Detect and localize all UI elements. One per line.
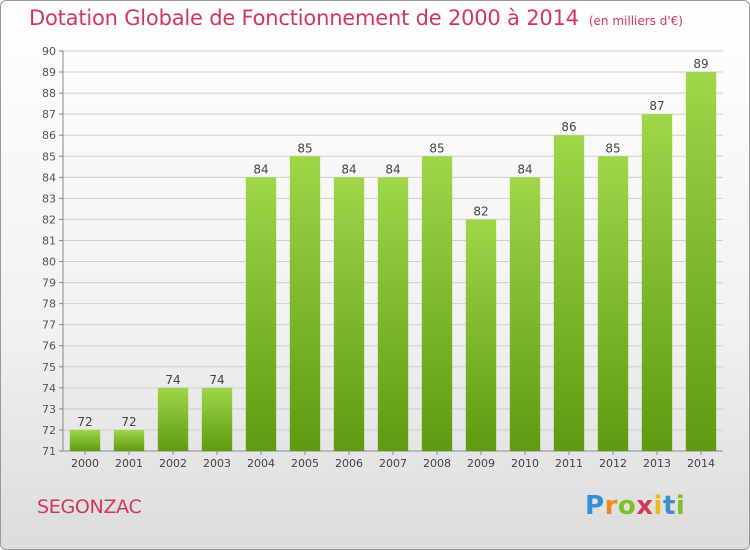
x-tick-label: 2014 (687, 457, 715, 470)
bar-value-label: 84 (253, 162, 268, 176)
bar-value-label: 84 (341, 162, 356, 176)
x-tick-label: 2002 (159, 457, 187, 470)
bar (245, 177, 277, 451)
bar-value-label: 86 (561, 120, 576, 134)
bar-value-label: 85 (429, 141, 444, 155)
bar (289, 156, 321, 451)
bar (641, 114, 673, 451)
bar (553, 135, 585, 452)
y-tick-label: 79 (42, 277, 56, 290)
x-tick-label: 2004 (247, 457, 275, 470)
bar (509, 177, 541, 451)
x-tick-label: 2005 (291, 457, 319, 470)
x-tick-label: 2003 (203, 457, 231, 470)
y-tick-label: 89 (42, 66, 56, 79)
x-tick-label: 2010 (511, 457, 539, 470)
x-tick-label: 2012 (599, 457, 627, 470)
commune-name: SEGONZAC (37, 496, 142, 518)
x-tick-label: 2011 (555, 457, 583, 470)
y-tick-label: 90 (42, 45, 56, 58)
y-tick-label: 83 (42, 192, 56, 205)
bar-value-label: 85 (605, 141, 620, 155)
value-labels: 72 72 74 74 84 85 84 84 85 82 84 86 85 87 89 (77, 57, 708, 429)
y-tick-label: 82 (42, 213, 56, 226)
bar (597, 156, 629, 451)
title-row: Dotation Globale de Fonctionnement de 20… (29, 6, 683, 30)
bar (421, 156, 453, 451)
bar (201, 387, 233, 451)
bar (685, 72, 717, 451)
logo-letter: P (585, 491, 605, 521)
bar-value-label: 89 (693, 57, 708, 71)
x-tick-labels: 2000 2001 2002 2003 2004 2005 2006 2007 2008 2009… (71, 457, 715, 470)
y-tick-label: 75 (42, 361, 56, 374)
logo-letter: t (662, 491, 676, 521)
y-tick-label: 74 (42, 382, 56, 395)
bar-value-label: 74 (165, 373, 180, 387)
bar-value-label: 82 (473, 204, 488, 218)
bar-value-label: 84 (385, 162, 400, 176)
bar-value-label: 72 (121, 415, 136, 429)
y-tick-label: 81 (42, 234, 56, 247)
y-tick-label: 72 (42, 424, 56, 437)
bar (377, 177, 409, 451)
y-tick-label: 73 (42, 403, 56, 416)
y-tick-label: 87 (42, 108, 56, 121)
chart-subtitle: (en milliers d'€) (588, 14, 683, 28)
bar (69, 429, 101, 451)
bar-value-label: 84 (517, 162, 532, 176)
x-tick-label: 2008 (423, 457, 451, 470)
proxiti-logo: Proxiti (585, 491, 685, 521)
logo-letter: i (653, 491, 663, 521)
bars (69, 72, 717, 452)
x-tick-label: 2006 (335, 457, 363, 470)
y-tick-label: 77 (42, 319, 56, 332)
logo-letter: x (636, 491, 654, 521)
y-tick-label: 71 (42, 445, 56, 458)
bar (465, 219, 497, 451)
bar-value-label: 72 (77, 415, 92, 429)
y-tick-label: 78 (42, 298, 56, 311)
x-tick-label: 2001 (115, 457, 143, 470)
chart-title: Dotation Globale de Fonctionnement de 20… (29, 6, 579, 30)
x-tick-label: 2000 (71, 457, 99, 470)
y-tick-label: 88 (42, 87, 56, 100)
bar (333, 177, 365, 451)
y-tick-label: 76 (42, 340, 56, 353)
y-tick-label: 80 (42, 256, 56, 269)
logo-letter: r (604, 491, 618, 521)
logo-letter: o (617, 491, 637, 521)
y-tick-label: 85 (42, 150, 56, 163)
x-tick-label: 2013 (643, 457, 671, 470)
y-tick-labels: 71 72 73 74 75 76 77 78 79 80 81 82 83 84 85 86 87 88 89 90 (42, 45, 56, 458)
x-tick-label: 2009 (467, 457, 495, 470)
y-tick-label: 86 (42, 129, 56, 142)
logo-letter: i (675, 491, 686, 521)
bar (157, 387, 189, 451)
y-tick-label: 84 (42, 171, 56, 184)
bar-value-label: 85 (297, 141, 312, 155)
x-tick-label: 2007 (379, 457, 407, 470)
bar-value-label: 74 (209, 373, 224, 387)
bar (113, 429, 145, 451)
bar-value-label: 87 (649, 99, 664, 113)
